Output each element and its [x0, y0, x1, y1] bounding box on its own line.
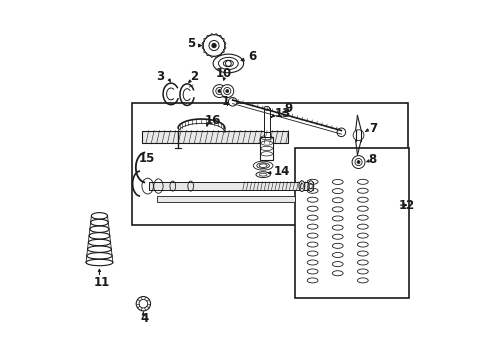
Circle shape — [351, 156, 364, 168]
Circle shape — [211, 43, 216, 48]
Circle shape — [336, 128, 345, 136]
Ellipse shape — [298, 181, 304, 192]
Bar — [142, 131, 287, 143]
Text: 3: 3 — [156, 69, 164, 82]
Bar — [260, 137, 273, 160]
Circle shape — [225, 90, 228, 93]
Text: 10: 10 — [215, 67, 232, 80]
Text: 16: 16 — [204, 114, 220, 127]
Text: 9: 9 — [284, 103, 292, 116]
Ellipse shape — [264, 107, 269, 110]
Ellipse shape — [255, 172, 270, 177]
Ellipse shape — [213, 54, 243, 73]
Bar — [294, 148, 408, 298]
Circle shape — [203, 35, 224, 56]
Text: 12: 12 — [398, 199, 414, 212]
Circle shape — [356, 161, 359, 163]
Circle shape — [212, 85, 225, 98]
Bar — [149, 182, 312, 190]
Ellipse shape — [307, 181, 313, 192]
Bar — [156, 196, 294, 202]
Text: 14: 14 — [273, 165, 289, 177]
Text: 11: 11 — [94, 276, 110, 289]
Circle shape — [218, 90, 221, 93]
Text: 2: 2 — [190, 70, 198, 83]
Text: 15: 15 — [139, 152, 155, 165]
Circle shape — [136, 297, 150, 311]
Text: 6: 6 — [247, 50, 256, 63]
Text: 4: 4 — [140, 312, 148, 325]
Bar — [264, 108, 269, 137]
Text: 7: 7 — [368, 122, 376, 135]
Text: 13: 13 — [274, 107, 290, 120]
Text: 5: 5 — [187, 37, 195, 50]
Circle shape — [352, 130, 363, 140]
Text: 1: 1 — [221, 95, 229, 108]
Circle shape — [228, 98, 237, 106]
Circle shape — [221, 85, 233, 98]
Text: 8: 8 — [368, 153, 376, 166]
